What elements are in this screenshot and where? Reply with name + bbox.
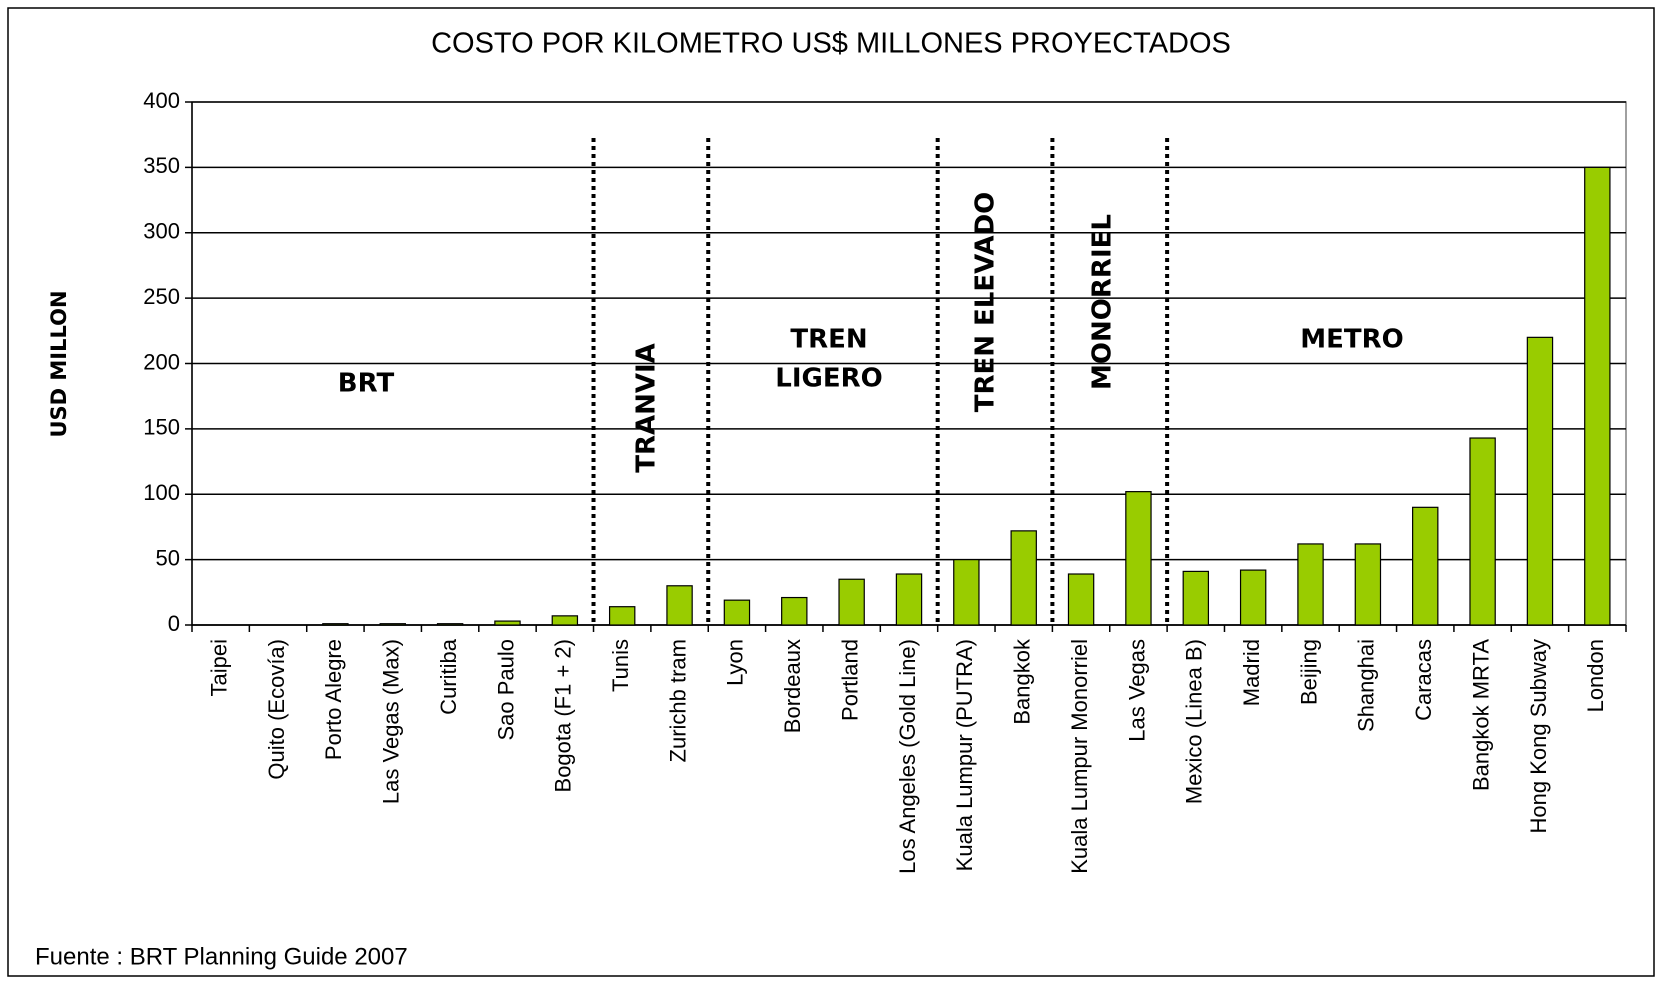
x-tick-label: Tunis [608, 639, 633, 692]
chart-title: COSTO POR KILOMETRO US$ MILLONES PROYECT… [431, 28, 1231, 60]
bar [494, 620, 521, 626]
x-tick-label: Kuala Lumpur Monorriel [1067, 639, 1092, 874]
x-tick-label: Kuala Lumpur (PUTRA) [952, 639, 977, 871]
bar [1412, 506, 1439, 626]
x-tick-label: Sao Paulo [493, 639, 518, 741]
source-note: Fuente : BRT Planning Guide 2007 [35, 943, 408, 970]
bar [379, 623, 406, 626]
bar [1010, 530, 1037, 626]
y-tick-label: 50 [156, 545, 180, 570]
bar [1526, 336, 1554, 626]
x-tick-label: Las Vegas (Max) [379, 639, 404, 804]
bar [1584, 166, 1611, 626]
bar [551, 615, 579, 626]
x-tick-label: Hong Kong Subway [1526, 639, 1551, 833]
bar [436, 623, 464, 626]
bar [322, 623, 349, 626]
bar [895, 573, 923, 626]
x-tick-label: Caracas [1411, 639, 1436, 721]
bar [1067, 573, 1095, 626]
x-tick-label: Bogota (F1 + 2) [551, 639, 576, 792]
bar [1469, 437, 1496, 626]
y-tick-label: 200 [143, 349, 180, 374]
group-label: LIGERO [775, 364, 882, 394]
bar [1239, 569, 1267, 626]
y-tick-label: 150 [143, 415, 180, 440]
x-tick-label: Bordeaux [780, 639, 805, 733]
bar [781, 596, 808, 626]
group-label: BRT [338, 369, 395, 399]
y-tick-label: 100 [143, 480, 180, 505]
bar [1125, 491, 1152, 626]
bar [608, 606, 636, 626]
group-label: METRO [1300, 325, 1404, 355]
x-tick-label: Shanghai [1354, 639, 1379, 732]
y-tick-label: 400 [143, 88, 180, 113]
bar [953, 559, 980, 626]
x-tick-label: London [1583, 639, 1608, 712]
y-tick-label: 250 [143, 284, 180, 309]
x-tick-label: Madrid [1239, 639, 1264, 706]
x-tick-label: Porto Alegre [321, 639, 346, 760]
bar [1182, 570, 1210, 626]
group-label: TREN ELEVADO [971, 192, 1001, 413]
x-tick-label: Portland [837, 639, 862, 721]
x-tick-label: Zurichb tram [665, 639, 690, 762]
x-tick-label: Las Vegas [1124, 639, 1149, 742]
bar [1297, 543, 1324, 626]
y-tick-label: 300 [143, 219, 180, 244]
group-label: TREN [790, 325, 867, 355]
x-tick-label: Taipei [206, 639, 231, 696]
x-tick-label: Mexico (Linea B) [1182, 639, 1207, 804]
x-tick-label: Bangkok [1010, 638, 1035, 725]
x-tick-label: Curitiba [436, 638, 461, 715]
bar [666, 585, 693, 626]
bar [723, 599, 751, 626]
x-tick-label: Quito (Ecovía) [264, 639, 289, 780]
bar [838, 578, 865, 626]
group-label: TRANVIA [632, 343, 662, 473]
y-tick-label: 0 [168, 611, 180, 636]
group-label: MONORRIEL [1088, 214, 1118, 390]
x-tick-label: Bangkok MRTA [1468, 639, 1493, 791]
x-tick-label: Beijing [1296, 639, 1321, 705]
y-tick-label: 350 [143, 153, 180, 178]
x-tick-label: Lyon [723, 639, 748, 686]
bar [1354, 543, 1382, 626]
x-tick-label: Los Angeles (Gold Line) [895, 639, 920, 874]
y-axis-label: USD MILLON [47, 290, 71, 437]
